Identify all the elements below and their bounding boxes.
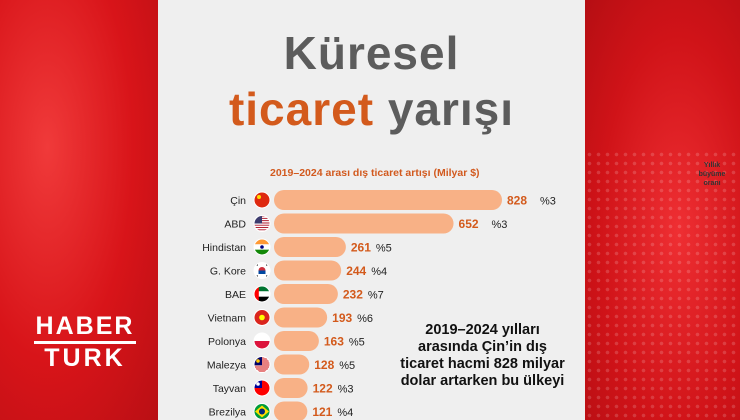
malaysia-flag-ring: [253, 356, 271, 373]
china-flag-ring: [253, 191, 271, 209]
growth-header-line3: oranı: [703, 180, 721, 187]
bar: [274, 401, 308, 420]
category-label: Polonya: [208, 336, 246, 348]
growth-header: Yıllık büyüme oranı: [692, 161, 732, 188]
value-label: 244: [346, 264, 366, 278]
title-line2: ticaret yarışı: [158, 82, 585, 136]
category-label: Çin: [230, 195, 246, 207]
logo-line2: TURK: [44, 344, 126, 372]
logo-divider: [34, 341, 136, 344]
bar: [274, 378, 308, 398]
haberturk-logo: HABER TURK: [30, 314, 140, 371]
value-label: 652: [459, 217, 479, 231]
value-label: 163: [324, 335, 344, 349]
vietnam-flag: [254, 309, 270, 326]
dot-pattern: [585, 150, 740, 420]
poland-flag: [254, 333, 270, 349]
growth-label: %5: [339, 360, 355, 372]
chart-title: 2019–2024 arası dış ticaret artışı (Mily…: [270, 167, 480, 179]
growth-label: %3: [492, 219, 508, 231]
bar: [274, 284, 338, 304]
growth-label: %5: [376, 243, 392, 255]
bar: [274, 354, 310, 375]
title-line1: Küresel: [283, 27, 460, 79]
uae-flag-ring: [253, 285, 271, 303]
bar: [274, 307, 328, 328]
growth-header-line1: Yıllık: [703, 162, 721, 169]
bar: [274, 213, 454, 234]
taiwan-flag-ring: [253, 379, 271, 397]
category-label: Hindistan: [202, 242, 246, 254]
value-label: 193: [332, 311, 352, 325]
south-korea-flag-ring: [253, 262, 271, 279]
value-label: 232: [343, 288, 363, 302]
india-flag: [254, 239, 270, 255]
usa-flag: [254, 215, 270, 232]
brazil-flag: [254, 403, 270, 420]
category-label: ABD: [224, 219, 246, 231]
bar: [274, 190, 502, 210]
growth-label: %4: [337, 407, 353, 419]
background-left: [0, 0, 158, 420]
growth-label: %7: [368, 290, 384, 302]
taiwan-flag: [254, 380, 270, 396]
infographic-card: Küresel ticaret yarışı 2019–2024 arası d…: [158, 0, 725, 420]
growth-header-line2: büyüme: [698, 171, 726, 178]
value-label: 828: [507, 194, 527, 208]
summary-note: 2019–2024 yılları arasında Çin’in dış ti…: [400, 322, 565, 389]
growth-label: %5: [349, 337, 365, 349]
poland-flag-ring: [253, 332, 271, 350]
bar: [274, 260, 342, 281]
growth-label: %3: [540, 196, 556, 208]
category-label: Brezilya: [209, 407, 247, 419]
background-right: [585, 0, 740, 420]
logo-line1: HABER: [35, 312, 135, 340]
vietnam-flag-ring: [253, 309, 271, 326]
usa-flag-ring: [253, 215, 271, 232]
bar: [274, 331, 319, 351]
india-flag-ring: [253, 238, 271, 256]
value-label: 122: [313, 382, 333, 396]
growth-label: %4: [371, 266, 387, 278]
uae-flag: [254, 286, 270, 302]
category-label: Vietnam: [208, 313, 247, 325]
category-label: Tayvan: [213, 383, 246, 395]
category-label: Malezya: [207, 360, 246, 372]
china-flag: [254, 192, 270, 208]
title-rest: yarışı: [387, 83, 515, 135]
value-label: 261: [351, 241, 371, 255]
category-label: G. Kore: [210, 266, 246, 278]
growth-label: %3: [338, 384, 354, 396]
title-accent: ticaret: [228, 83, 375, 135]
bar: [274, 237, 346, 257]
value-label: 121: [312, 405, 332, 419]
category-label: BAE: [225, 289, 246, 301]
value-label: 128: [314, 358, 334, 372]
growth-label: %6: [357, 313, 373, 325]
